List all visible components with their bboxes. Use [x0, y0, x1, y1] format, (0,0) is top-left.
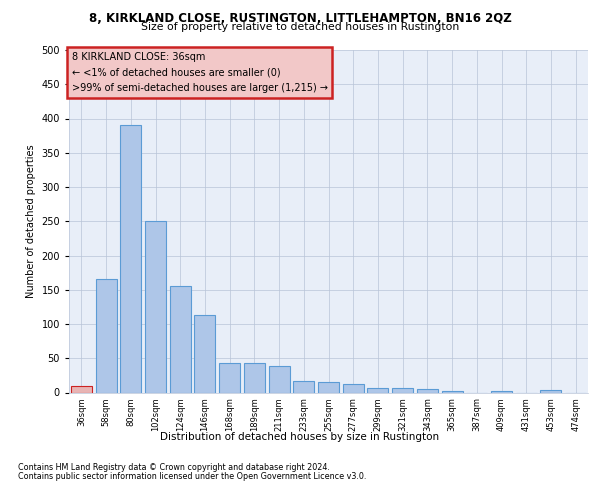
- Bar: [145, 221, 166, 392]
- Bar: [442, 391, 463, 392]
- Text: Contains HM Land Registry data © Crown copyright and database right 2024.: Contains HM Land Registry data © Crown c…: [18, 462, 330, 471]
- Y-axis label: Number of detached properties: Number of detached properties: [26, 144, 36, 298]
- Bar: [367, 388, 388, 392]
- Bar: [71, 386, 92, 392]
- Text: 8 KIRKLAND CLOSE: 36sqm
← <1% of detached houses are smaller (0)
>99% of semi-de: 8 KIRKLAND CLOSE: 36sqm ← <1% of detache…: [71, 52, 328, 93]
- Bar: [541, 390, 562, 392]
- Bar: [269, 366, 290, 392]
- Bar: [417, 389, 438, 392]
- Bar: [244, 363, 265, 392]
- Bar: [491, 391, 512, 392]
- Text: Distribution of detached houses by size in Rustington: Distribution of detached houses by size …: [160, 432, 440, 442]
- Bar: [170, 286, 191, 393]
- Bar: [194, 315, 215, 392]
- Bar: [392, 388, 413, 392]
- Text: 8, KIRKLAND CLOSE, RUSTINGTON, LITTLEHAMPTON, BN16 2QZ: 8, KIRKLAND CLOSE, RUSTINGTON, LITTLEHAM…: [89, 12, 511, 26]
- Bar: [293, 381, 314, 392]
- Bar: [318, 382, 339, 392]
- Text: Size of property relative to detached houses in Rustington: Size of property relative to detached ho…: [141, 22, 459, 32]
- Bar: [120, 126, 141, 392]
- Bar: [343, 384, 364, 392]
- Bar: [219, 363, 240, 392]
- Text: Contains public sector information licensed under the Open Government Licence v3: Contains public sector information licen…: [18, 472, 367, 481]
- Bar: [95, 280, 116, 392]
